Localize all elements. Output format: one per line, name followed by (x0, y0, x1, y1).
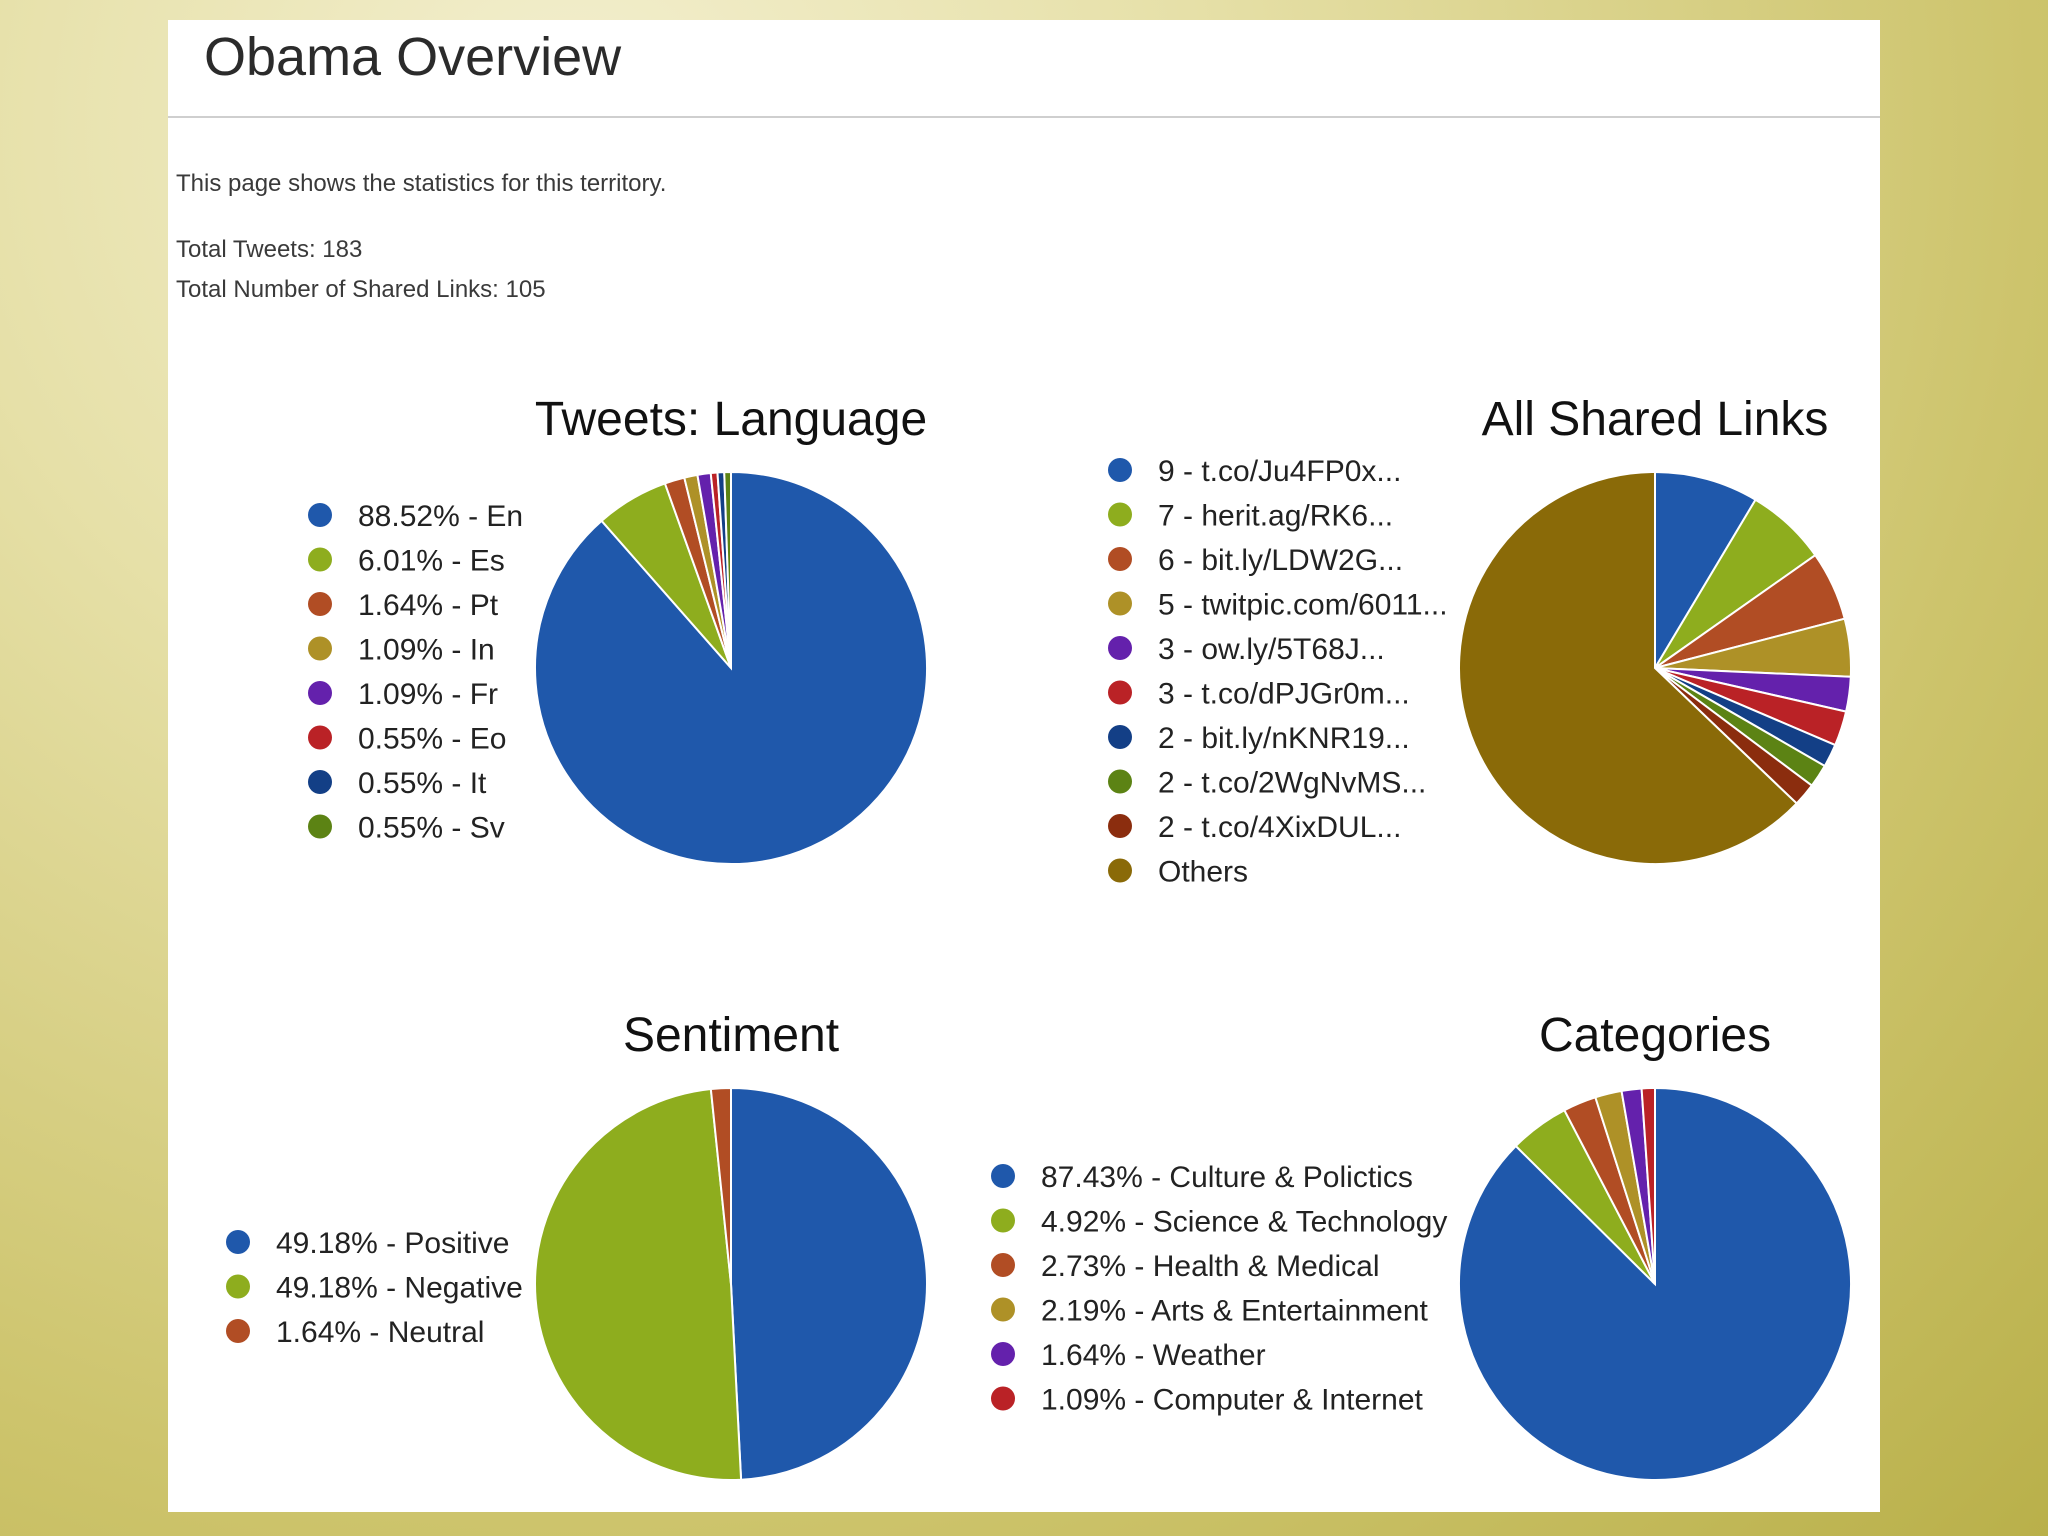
legend-label-links-0: 9 - t.co/Ju4FP0x... (1158, 455, 1401, 488)
legend-marker-language-4 (308, 681, 332, 705)
legend-marker-language-0 (308, 503, 332, 527)
legend-marker-links-5 (1108, 680, 1132, 705)
pie-chart-links: 9 - t.co/Ju4FP0x... 7 - herit.ag/RK6... 6 … (1108, 455, 1852, 889)
legend-label-language-3: 1.09% - In (358, 634, 495, 667)
chart-title-categories: Categories (1538, 1009, 1772, 1062)
legend-marker-links-2 (1108, 547, 1132, 571)
legend-marker-categories-1 (991, 1208, 1015, 1233)
pie-slice-links-0[interactable] (1654, 470, 1757, 672)
pie-chart-language: 88.52% - En 6.01% - Es 1.64% - Pt 1.09% - I… (308, 470, 928, 865)
legend-marker-language-1 (308, 547, 332, 572)
chart-title-sentiment: Sentiment (622, 1009, 840, 1062)
legend-label-categories-5: 1.09% - Computer & Internet (1041, 1384, 1424, 1417)
legend-label-categories-4: 1.64% - Weather (1041, 1339, 1266, 1372)
title-divider (168, 116, 1880, 118)
legend-marker-sentiment-0 (226, 1230, 250, 1254)
legend-label-sentiment-2: 1.64% - Neutral (276, 1316, 484, 1349)
legend-label-links-1: 7 - herit.ag/RK6... (1158, 500, 1393, 533)
pie-chart-sentiment: 49.18% - Positive 49.18% - Negative 1.64% … (226, 1086, 928, 1481)
legend-marker-categories-4 (991, 1342, 1015, 1366)
legend-marker-links-0 (1108, 458, 1132, 482)
legend-label-language-4: 1.09% - Fr (358, 678, 498, 711)
legend-marker-links-9 (1108, 858, 1132, 883)
legend-marker-sentiment-2 (226, 1319, 250, 1343)
pie-slice-sentiment-2[interactable] (709, 1086, 732, 1285)
intro-text: This page shows the statistics for this … (176, 170, 667, 197)
legend-marker-language-7 (308, 814, 332, 839)
legend-marker-categories-5 (991, 1386, 1015, 1411)
legend-label-categories-3: 2.19% - Arts & Entertainment (1041, 1295, 1429, 1328)
legend-marker-links-3 (1108, 591, 1132, 616)
legend-marker-language-2 (308, 592, 332, 616)
legend-label-sentiment-1: 49.18% - Negative (276, 1272, 523, 1305)
legend-label-links-2: 6 - bit.ly/LDW2G... (1158, 544, 1403, 577)
legend-label-language-5: 0.55% - Eo (358, 723, 506, 756)
legend-label-links-6: 2 - bit.ly/nKNR19... (1158, 722, 1410, 755)
legend-marker-language-6 (308, 770, 332, 794)
legend-label-links-4: 3 - ow.ly/5T68J... (1158, 633, 1385, 666)
legend-label-language-0: 88.52% - En (358, 500, 523, 533)
chart-title-language: Tweets: Language (534, 393, 928, 446)
legend-marker-links-8 (1108, 814, 1132, 838)
legend-label-categories-0: 87.43% - Culture & Polictics (1041, 1161, 1413, 1194)
legend-marker-links-7 (1108, 769, 1132, 794)
legend-marker-links-4 (1108, 636, 1132, 660)
legend-marker-categories-3 (991, 1297, 1015, 1322)
pie-slice-categories-5[interactable] (1640, 1086, 1656, 1285)
legend-label-links-9: Others (1158, 856, 1248, 889)
legend-label-language-6: 0.55% - It (358, 767, 487, 800)
page-title: Obama Overview (204, 27, 622, 87)
legend-marker-categories-2 (991, 1253, 1015, 1277)
legend-marker-links-6 (1108, 725, 1132, 749)
pie-slice-sentiment-1[interactable] (534, 1087, 743, 1481)
pie-slice-sentiment-0[interactable] (730, 1086, 928, 1481)
legend-marker-language-3 (308, 636, 332, 661)
legend-label-sentiment-0: 49.18% - Positive (276, 1227, 509, 1260)
charts-canvas: 88.52% - En 6.01% - Es 1.64% - Pt 1.09% - I… (226, 455, 1852, 1481)
legend-label-language-7: 0.55% - Sv (358, 812, 505, 845)
legend-label-links-8: 2 - t.co/4XixDUL... (1158, 811, 1401, 844)
pie-chart-categories: 87.43% - Culture & Polictics 4.92% - Scie… (991, 1086, 1852, 1481)
legend-marker-language-5 (308, 725, 332, 750)
total-shared-links: Total Number of Shared Links: 105 (176, 276, 546, 303)
legend-label-links-5: 3 - t.co/dPJGr0m... (1158, 678, 1410, 711)
legend-label-links-7: 2 - t.co/2WgNvMS... (1158, 767, 1426, 800)
legend-label-categories-2: 2.73% - Health & Medical (1041, 1250, 1380, 1283)
legend-marker-sentiment-1 (226, 1274, 250, 1299)
legend-label-categories-1: 4.92% - Science & Technology (1041, 1206, 1447, 1239)
total-tweets: Total Tweets: 183 (176, 236, 363, 263)
pie-slice-links-9[interactable] (1458, 470, 1799, 865)
legend-label-language-2: 1.64% - Pt (358, 589, 499, 622)
legend-marker-links-1 (1108, 502, 1132, 527)
legend-label-links-3: 5 - twitpic.com/6011... (1158, 589, 1448, 622)
legend-label-language-1: 6.01% - Es (358, 545, 505, 578)
content-panel: Obama Overview This page shows the stati… (168, 20, 1880, 1512)
pie-slice-language-7[interactable] (723, 470, 732, 669)
legend-marker-categories-0 (991, 1164, 1015, 1188)
chart-title-links: All Shared Links (1481, 393, 1829, 446)
